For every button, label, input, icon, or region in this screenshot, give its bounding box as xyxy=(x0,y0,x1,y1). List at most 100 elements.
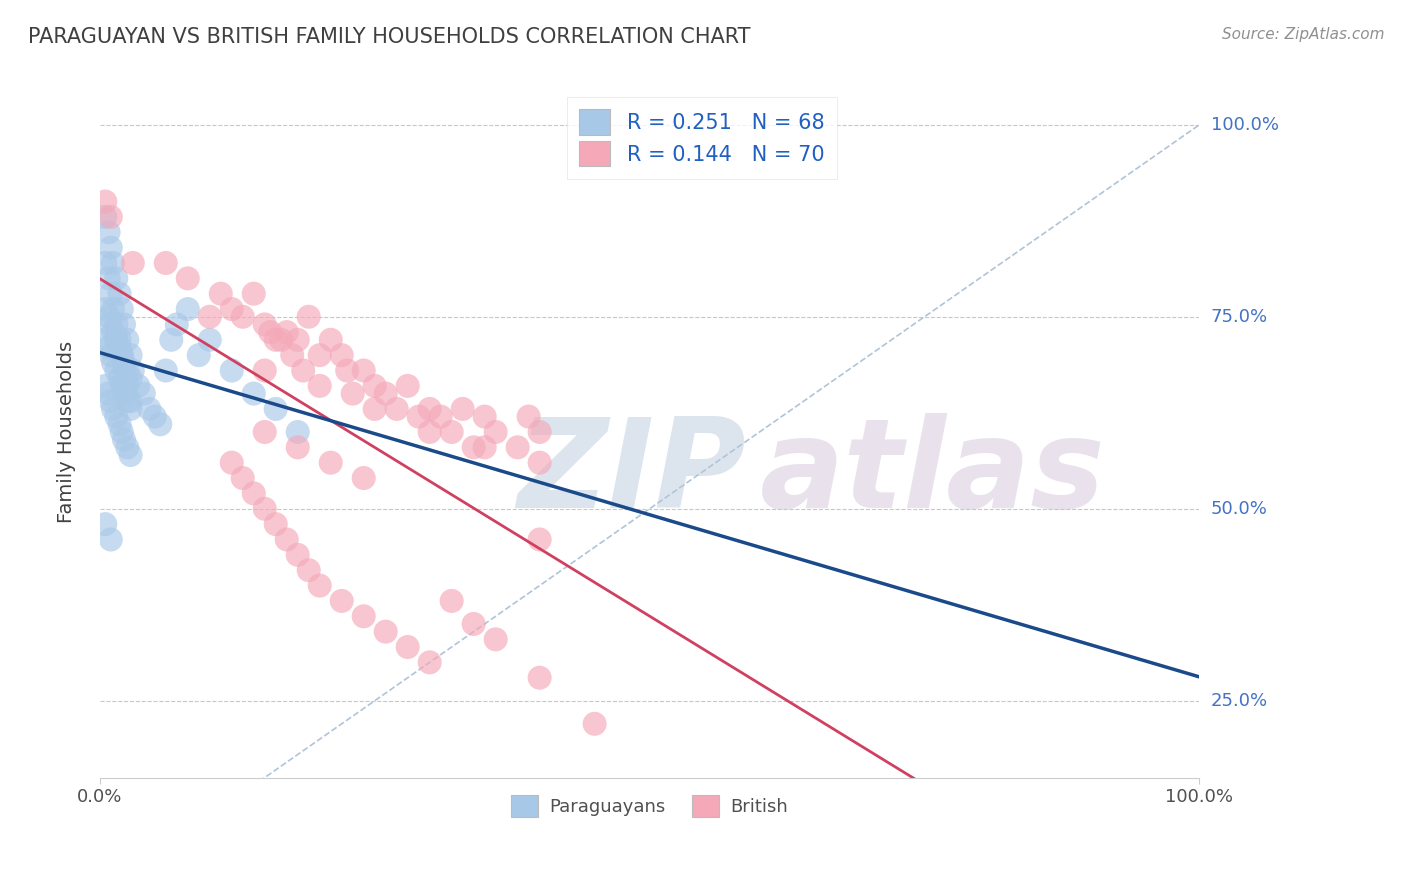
Point xyxy=(108,286,131,301)
Point xyxy=(101,401,124,416)
Point xyxy=(160,333,183,347)
Point xyxy=(198,310,221,324)
Point xyxy=(336,363,359,377)
Point xyxy=(259,325,281,339)
Point xyxy=(342,386,364,401)
Point xyxy=(440,425,463,439)
Point xyxy=(221,363,243,377)
Legend: Paraguayans, British: Paraguayans, British xyxy=(503,788,796,824)
Point xyxy=(94,302,117,317)
Point xyxy=(298,563,321,577)
Point xyxy=(374,624,396,639)
Point xyxy=(264,401,287,416)
Point xyxy=(374,386,396,401)
Point xyxy=(276,325,298,339)
Point xyxy=(143,409,166,424)
Point xyxy=(108,333,131,347)
Point xyxy=(319,456,342,470)
Point xyxy=(101,256,124,270)
Point xyxy=(529,533,551,547)
Point xyxy=(209,286,232,301)
Text: 25.0%: 25.0% xyxy=(1211,692,1268,710)
Point xyxy=(198,333,221,347)
Point xyxy=(363,401,385,416)
Point xyxy=(419,401,441,416)
Point xyxy=(117,394,139,409)
Point xyxy=(474,409,496,424)
Point xyxy=(408,409,430,424)
Point xyxy=(221,456,243,470)
Point xyxy=(177,302,200,317)
Y-axis label: Family Households: Family Households xyxy=(58,341,76,523)
Text: 50.0%: 50.0% xyxy=(1211,500,1267,517)
Point xyxy=(100,210,122,224)
Point xyxy=(287,440,309,454)
Point xyxy=(149,417,172,432)
Point xyxy=(127,379,149,393)
Point xyxy=(396,640,419,654)
Point xyxy=(353,471,375,485)
Point xyxy=(105,318,128,332)
Point xyxy=(385,401,408,416)
Point xyxy=(105,409,128,424)
Point xyxy=(111,348,134,362)
Point xyxy=(353,609,375,624)
Point xyxy=(117,379,139,393)
Point xyxy=(253,425,276,439)
Point xyxy=(517,409,540,424)
Point xyxy=(308,578,330,592)
Point xyxy=(264,333,287,347)
Point xyxy=(221,302,243,317)
Point xyxy=(111,425,134,439)
Point xyxy=(474,440,496,454)
Point xyxy=(97,310,120,324)
Point xyxy=(155,256,177,270)
Point xyxy=(101,302,124,317)
Text: Source: ZipAtlas.com: Source: ZipAtlas.com xyxy=(1222,27,1385,42)
Point xyxy=(463,617,485,632)
Point xyxy=(94,194,117,209)
Point xyxy=(396,379,419,393)
Point xyxy=(108,371,131,385)
Point xyxy=(111,302,134,317)
Point xyxy=(112,386,135,401)
Point xyxy=(120,401,142,416)
Point xyxy=(353,363,375,377)
Point xyxy=(363,379,385,393)
Point xyxy=(419,656,441,670)
Point xyxy=(94,517,117,532)
Point xyxy=(94,333,117,347)
Point xyxy=(281,348,304,362)
Point xyxy=(120,348,142,362)
Point xyxy=(429,409,451,424)
Point xyxy=(105,333,128,347)
Point xyxy=(100,348,122,362)
Point xyxy=(463,440,485,454)
Point xyxy=(330,594,353,608)
Point xyxy=(583,716,606,731)
Point xyxy=(105,363,128,377)
Point xyxy=(253,501,276,516)
Point xyxy=(485,425,508,439)
Point xyxy=(287,548,309,562)
Point xyxy=(419,425,441,439)
Point xyxy=(97,225,120,239)
Point xyxy=(166,318,188,332)
Point xyxy=(94,379,117,393)
Point xyxy=(112,356,135,370)
Point xyxy=(112,433,135,447)
Point xyxy=(100,318,122,332)
Point xyxy=(97,271,120,285)
Point xyxy=(253,318,276,332)
Text: 100.0%: 100.0% xyxy=(1211,116,1278,134)
Point xyxy=(117,440,139,454)
Point xyxy=(121,256,143,270)
Point xyxy=(101,325,124,339)
Point xyxy=(276,533,298,547)
Point xyxy=(440,594,463,608)
Point xyxy=(287,333,309,347)
Point xyxy=(451,401,474,416)
Text: ZIP: ZIP xyxy=(517,413,747,534)
Point xyxy=(120,371,142,385)
Point xyxy=(264,517,287,532)
